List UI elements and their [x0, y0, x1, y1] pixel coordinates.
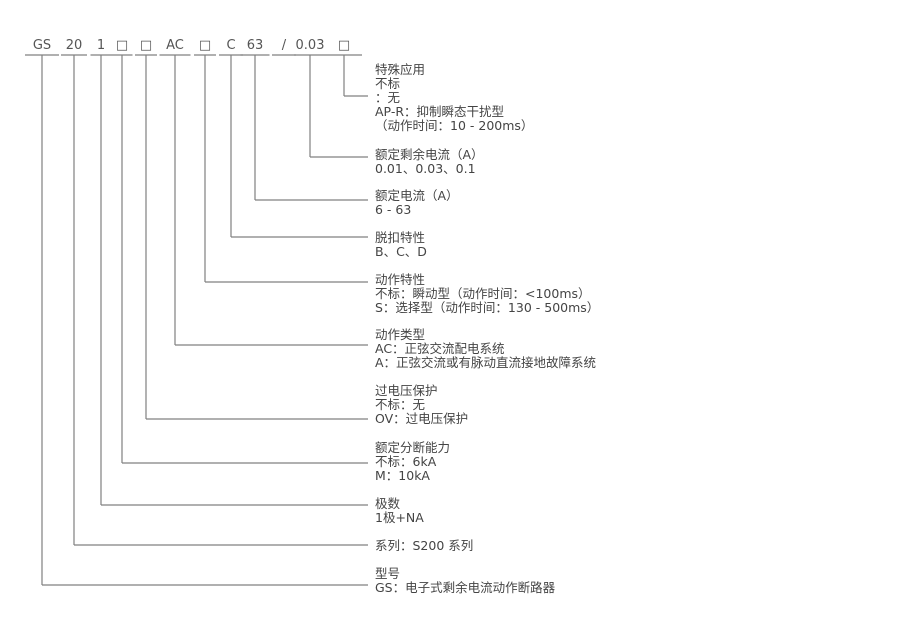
spec-option: AP-R：抑制瞬态干扰型: [375, 104, 505, 119]
spec-option: 不标：无: [375, 397, 426, 412]
spec-block: 动作类型 AC：正弦交流配电系统 A：正弦交流或有脉动直流接地故障系统: [375, 328, 596, 370]
code-segment: GS: [32, 38, 52, 53]
spec-option: ：无: [375, 90, 401, 105]
spec-title: 型号: [375, 566, 401, 581]
spec-title: 特殊应用: [375, 62, 426, 77]
spec-block: 极数 1极+NA: [375, 497, 424, 525]
code-segment: /: [281, 38, 287, 53]
spec-title: 脱扣特性: [375, 230, 426, 245]
spec-option: 不标: [375, 76, 401, 91]
spec-block: 额定电流（A） 6 - 63: [375, 189, 459, 217]
spec-option: 6 - 63: [375, 202, 412, 217]
spec-block: 额定剩余电流（A） 0.01、0.03、0.1: [375, 148, 484, 176]
spec-option: GS：电子式剩余电流动作断路器: [375, 580, 556, 595]
spec-block: 型号 GS：电子式剩余电流动作断路器: [375, 567, 555, 595]
spec-option: （动作时间：10 - 200ms）: [375, 118, 534, 133]
spec-option: 不标：瞬动型（动作时间：<100ms）: [375, 286, 591, 301]
spec-option: 1极+NA: [375, 510, 424, 525]
spec-option: A：正弦交流或有脉动直流接地故障系统: [375, 355, 597, 370]
code-segment: 0.03: [295, 38, 325, 53]
spec-option: OV：过电压保护: [375, 411, 469, 426]
code-segment: C: [226, 38, 236, 53]
code-segment: □: [337, 38, 351, 53]
spec-block: 过电压保护 不标：无 OV：过电压保护: [375, 384, 468, 426]
code-segment: □: [198, 38, 212, 53]
spec-block: 动作特性 不标：瞬动型（动作时间：<100ms） S：选择型（动作时间：130 - …: [375, 273, 599, 315]
spec-title: 动作特性: [375, 272, 426, 287]
spec-title: 额定分断能力: [375, 440, 451, 455]
spec-block: 系列：S200 系列: [375, 539, 473, 553]
spec-title: 额定剩余电流（A）: [375, 147, 484, 162]
spec-title: 动作类型: [375, 327, 426, 342]
spec-option: 0.01、0.03、0.1: [375, 161, 476, 176]
code-segment: □: [139, 38, 153, 53]
code-segment: □: [115, 38, 129, 53]
spec-option: S：选择型（动作时间：130 - 500ms）: [375, 300, 600, 315]
code-segment: 1: [96, 38, 106, 53]
code-segment: 63: [246, 38, 264, 53]
spec-option: B、C、D: [375, 244, 427, 259]
spec-title: 极数: [375, 496, 401, 511]
spec-block: 特殊应用 不标 ：无 AP-R：抑制瞬态干扰型 （动作时间：10 - 200ms）: [375, 63, 533, 133]
spec-block: 脱扣特性 B、C、D: [375, 231, 427, 259]
code-segment: 20: [65, 38, 83, 53]
spec-option: 系列：S200 系列: [375, 538, 474, 553]
spec-option: 不标：6kA: [375, 454, 437, 469]
spec-block: 额定分断能力 不标：6kA M：10kA: [375, 441, 450, 483]
spec-title: 额定电流（A）: [375, 188, 459, 203]
code-segment: AC: [166, 38, 184, 53]
spec-title: 过电压保护: [375, 383, 438, 398]
spec-option: M：10kA: [375, 468, 430, 483]
spec-option: AC：正弦交流配电系统: [375, 341, 505, 356]
